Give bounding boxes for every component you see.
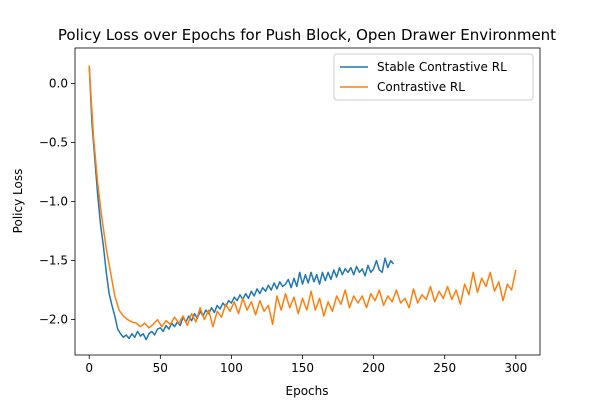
x-axis-label: Epochs [286,384,329,398]
x-tick-label: 150 [291,361,314,375]
legend-label-0: Stable Contrastive RL [377,60,507,74]
series-line-0 [88,65,395,341]
y-tick-label: −2.0 [39,313,68,327]
y-tick-label: 0.0 [49,76,68,90]
chart-title: Policy Loss over Epochs for Push Block, … [58,26,556,44]
x-tick-label: 100 [220,361,243,375]
x-tick-label: 300 [504,361,527,375]
y-axis: 0.0 −0.5 −1.0 −1.5 −2.0 [39,76,75,327]
x-axis: 0 50 100 150 200 250 300 [85,355,527,375]
legend-box [333,53,534,101]
series-line-1 [88,65,517,329]
x-tick-label: 250 [433,361,456,375]
x-tick-label: 0 [85,361,93,375]
legend-label-1: Contrastive RL [377,80,465,94]
y-axis-label: Policy Loss [11,169,25,234]
y-tick-label: −1.5 [39,254,68,268]
y-tick-label: −1.0 [39,195,68,209]
y-tick-label: −0.5 [39,135,68,149]
x-tick-label: 200 [362,361,385,375]
x-tick-label: 50 [153,361,168,375]
plot-area [88,65,517,341]
legend: Stable Contrastive RL Contrastive RL [333,53,534,101]
